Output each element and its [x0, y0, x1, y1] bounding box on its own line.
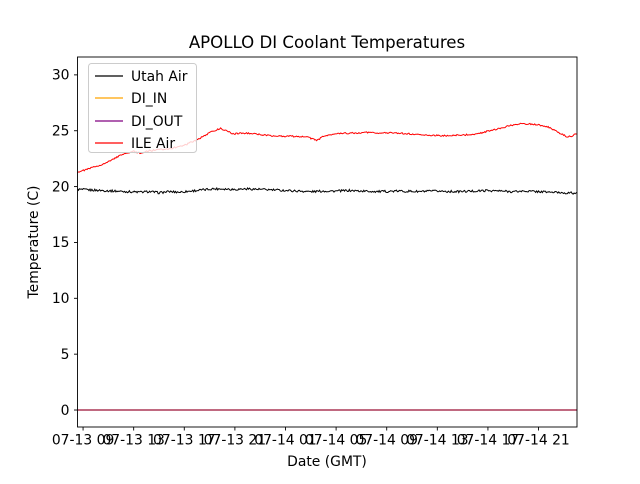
x-tick-label: 07-14 13: [406, 433, 468, 449]
x-tick-label: 07-14 01: [254, 433, 316, 449]
legend-label-ile-air: ILE Air: [131, 136, 175, 152]
y-tick-label: 20: [52, 179, 70, 195]
series-line-utah-air: [77, 186, 578, 195]
y-tick-label: 0: [61, 403, 70, 419]
x-tick-label: 07-13 21: [204, 433, 266, 449]
x-tick-label: 07-14 05: [305, 433, 367, 449]
legend-label-utah-air: Utah Air: [131, 69, 188, 85]
legend-entry-di-in: DI_IN: [95, 91, 167, 107]
chart-title: APOLLO DI Coolant Temperatures: [189, 33, 465, 52]
y-tick-label: 25: [52, 124, 70, 140]
x-tick-label: 07-13 09: [52, 433, 114, 449]
x-tick-label: 07-14 09: [355, 433, 417, 449]
x-tick-label: 07-13 13: [102, 433, 164, 449]
legend-box: Utah Air DI_IN DI_OUT ILE Air: [88, 63, 197, 153]
x-tick-label: 07-14 17: [457, 433, 519, 449]
legend-label-di-out: DI_OUT: [131, 114, 183, 130]
y-axis-label: Temperature (C): [26, 186, 42, 300]
y-tick-label: 30: [52, 68, 70, 84]
y-tick-label: 10: [52, 291, 70, 307]
legend-entry-ile-air: ILE Air: [95, 136, 175, 152]
legend-label-di-in: DI_IN: [131, 91, 167, 107]
y-tick-label: 15: [52, 235, 70, 251]
legend-entry-di-out: DI_OUT: [95, 114, 183, 130]
legend-entry-utah-air: Utah Air: [95, 69, 188, 85]
x-tick-label: 07-13 17: [153, 433, 215, 449]
x-tick-label: 07-14 21: [507, 433, 569, 449]
legend-frame: [88, 63, 197, 153]
x-axis-label: Date (GMT): [287, 454, 367, 470]
y-tick-label: 5: [61, 347, 70, 363]
